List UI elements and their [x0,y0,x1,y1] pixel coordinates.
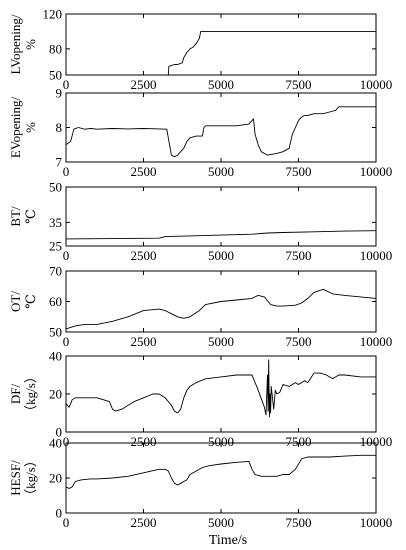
panel-5: 0 2500 5000 7500 10000 0 20 40 DF/（kg/s） [8,349,392,450]
panel-2: 0 2500 5000 7500 10000 7 8 9 EVopening/% [8,86,392,180]
x-tick-label: 0 [63,77,70,92]
x-tick-label: 2500 [131,164,157,179]
y-tick-label: 7 [56,155,63,170]
panel-3: 0 2500 5000 7500 10000 25 35 50 BT/℃ [8,180,392,264]
y-tick-label: 120 [43,7,63,22]
y-axis-label-line: HESF/ [8,460,23,496]
x-tick-label: 10000 [360,334,393,349]
x-tick-label: 0 [63,434,70,449]
series-line [66,30,376,76]
y-axis-label-line: （kg/s） [23,454,38,502]
plot-frame [65,355,377,433]
y-axis-label-line: ℃ [23,294,38,309]
x-tick-label: 10000 [360,434,393,449]
x-tick-label: 2500 [131,248,157,263]
y-axis-label-line: ℃ [23,209,38,224]
x-tick-label: 2500 [131,334,157,349]
y-tick-label: 40 [49,349,62,364]
y-tick-label: 70 [49,264,62,279]
y-tick-label: 60 [49,294,62,309]
y-tick-label: 50 [49,180,62,195]
y-tick-label: 20 [49,471,62,486]
y-axis-label-line: EVopening/ [8,97,23,159]
y-axis-label: HESF/（kg/s） [8,454,38,502]
plot-frame [65,92,377,163]
y-tick-label: 50 [49,68,62,83]
y-axis-label: BT/℃ [8,206,38,227]
y-axis-label-line: BT/ [8,206,23,227]
series-line [65,359,376,418]
x-tick-label: 5000 [208,77,234,92]
plot-frame [65,186,377,247]
x-tick-label: 5000 [208,248,234,263]
y-tick-label: 9 [56,86,63,101]
y-axis-label-line: % [23,122,38,133]
x-tick-label: 7500 [286,77,312,92]
x-tick-label: 5000 [208,164,234,179]
y-axis-label: LVopening/% [8,14,38,74]
y-axis-label-line: OT/ [8,291,23,312]
x-tick-label: 2500 [131,77,157,92]
y-tick-label: 35 [49,215,62,230]
series-line [65,106,376,158]
y-tick-label: 8 [56,120,63,135]
y-tick-label: 50 [49,325,62,340]
series-line [65,454,376,489]
series-line [65,288,377,330]
x-tick-label: 0 [63,248,70,263]
panel-4: 0 2500 5000 7500 10000 50 60 70 OT/℃ [8,264,392,350]
x-tick-label: 0 [63,334,70,349]
x-tick-label: 5000 [208,515,234,530]
y-tick-label: 20 [49,387,62,402]
y-axis-label: EVopening/% [8,97,38,159]
y-axis-label-line: % [23,39,38,50]
x-axis-label: Time/s [209,533,247,548]
x-tick-label: 7500 [286,434,312,449]
x-tick-label: 7500 [286,164,312,179]
y-axis-label-line: （kg/s） [23,370,38,418]
y-tick-label: 40 [49,436,62,451]
x-tick-label: 0 [63,164,70,179]
y-axis-label-line: LVopening/ [8,14,23,74]
y-axis-label: DF/（kg/s） [8,370,38,418]
x-tick-label: 7500 [286,248,312,263]
x-tick-label: 10000 [360,77,393,92]
plot-frame [65,13,377,76]
x-tick-label: 10000 [360,515,393,530]
y-axis-label-line: DF/ [8,383,23,404]
x-tick-label: 5000 [208,434,234,449]
series-line [65,230,377,240]
x-tick-label: 0 [63,515,70,530]
x-tick-label: 10000 [360,164,393,179]
x-tick-label: 2500 [131,515,157,530]
x-tick-label: 7500 [286,334,312,349]
y-tick-label: 80 [49,41,62,56]
y-tick-label: 0 [56,425,63,440]
panel-1: 0 2500 5000 7500 10000 50 80 120 LVopening/% [8,7,392,93]
y-axis-label: OT/℃ [8,291,38,312]
x-tick-label: 10000 [360,248,393,263]
x-tick-label: 7500 [286,515,312,530]
x-tick-label: 5000 [208,334,234,349]
x-tick-label: 2500 [131,434,157,449]
y-tick-label: 0 [56,506,63,521]
y-tick-label: 25 [49,239,62,254]
panel-6: 0 2500 5000 7500 10000 0 20 40 HESF/（kg/s） [8,436,392,531]
